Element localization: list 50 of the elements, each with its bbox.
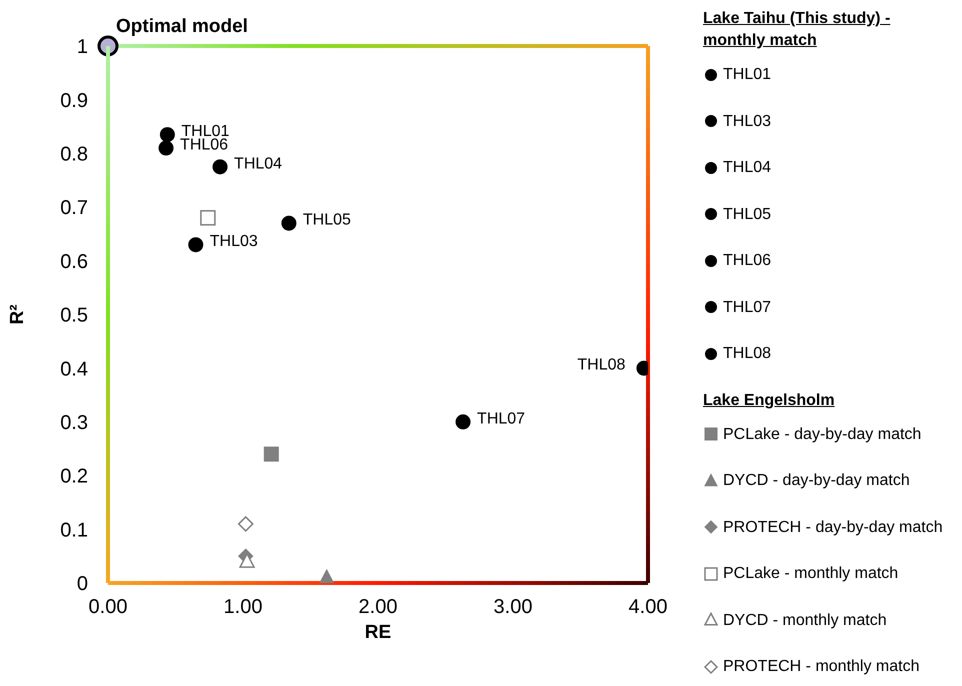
y-tick-label: 0 [76, 573, 88, 596]
text: THL08 [577, 356, 626, 374]
y-tick-label: 0.9 [60, 90, 88, 112]
y-tick-label: 0.4 [60, 358, 88, 380]
x-tick-label: 4.00 [628, 596, 668, 618]
x-axis-title: RE [364, 622, 392, 643]
legend-label: THL08 [722, 344, 772, 364]
text: Lake Engelsholm [703, 390, 836, 410]
y-axis-title: R² [7, 304, 28, 325]
point [160, 127, 175, 142]
y-tick-label: 0.3 [60, 412, 88, 434]
legend-label: PCLake - day-by-day match [722, 424, 922, 444]
text: THL05 [302, 212, 351, 229]
legend-label: THL05 [722, 204, 772, 224]
point [158, 140, 174, 156]
x-tick-label: 1.00 [224, 596, 262, 618]
legend-label: PROTECH - monthly match [722, 657, 920, 677]
legend-label: PCLake - monthly match [722, 564, 900, 584]
point [200, 210, 216, 226]
text: THL07 [477, 410, 526, 428]
point [264, 446, 279, 462]
legend-label: DYCD - day-by-day match [722, 471, 911, 491]
text: THL04 [234, 155, 282, 172]
x-tick-label: 0.00 [88, 596, 128, 618]
legend-label: THL07 [722, 298, 772, 318]
y-tick-label: 0.5 [60, 304, 88, 327]
legend-label: PROTECH - day-by-day match [722, 518, 943, 538]
point [188, 237, 204, 252]
x-tick-label: 2.00 [358, 596, 398, 618]
point [212, 159, 228, 174]
point [281, 216, 296, 231]
legend-title: Lake Taihu (This study) - monthly match [703, 9, 892, 51]
legend-label: DYCD - monthly match [722, 610, 888, 630]
legend-label: THL04 [722, 158, 772, 178]
text: THL06 [180, 136, 228, 154]
text: THL03 [210, 233, 258, 250]
y-tick-label: 0.8 [60, 144, 88, 166]
x-tick-label: 3.00 [494, 596, 532, 618]
legend-label: THL03 [722, 112, 772, 132]
point [456, 414, 471, 430]
legend-label: THL01 [722, 65, 772, 85]
y-tick-label: 0.2 [60, 466, 88, 488]
point [238, 516, 254, 532]
point [319, 569, 334, 583]
y-tick-label: 0.1 [60, 519, 88, 542]
y-tick-label: 0.7 [60, 197, 88, 220]
legend-label: THL06 [722, 251, 772, 271]
y-tick-label: 0.6 [60, 250, 88, 273]
y-tick-label: 1 [76, 36, 88, 58]
annotation: Optimal model [116, 16, 248, 37]
